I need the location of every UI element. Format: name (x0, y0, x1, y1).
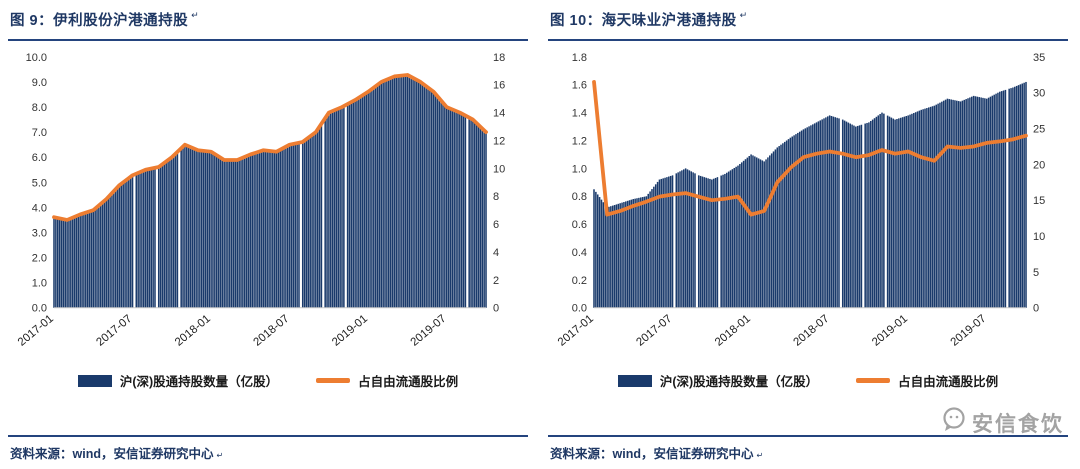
source-text: 资料来源：wind，安信证券研究中心 (10, 447, 214, 461)
svg-text:14: 14 (493, 108, 505, 120)
svg-text:2017-07: 2017-07 (634, 313, 674, 349)
speech-bubble-logo-icon (940, 406, 967, 439)
svg-text:2019-07: 2019-07 (409, 313, 449, 349)
svg-text:0.8: 0.8 (572, 191, 587, 203)
svg-text:3.0: 3.0 (32, 228, 47, 240)
svg-text:10.0: 10.0 (26, 52, 47, 64)
svg-text:1.4: 1.4 (572, 108, 587, 120)
svg-text:0.0: 0.0 (572, 303, 587, 315)
legend-item-ratio: 占自由流通股比例 (316, 371, 458, 390)
source-text: 资料来源：wind，安信证券研究中心 (550, 447, 754, 461)
svg-text:7.0: 7.0 (32, 127, 47, 139)
bar-series-swatch-icon (77, 374, 112, 387)
svg-text:2018-01: 2018-01 (713, 313, 753, 349)
svg-text:1.0: 1.0 (572, 163, 587, 175)
holdings-bar-line-chart-yili: 0.0 1.0 2.0 3.0 4.0 5.0 6.0 7.0 8.0 9.0 10.0 0 2 4 6 8 1… (16, 52, 505, 349)
svg-text:6: 6 (493, 219, 499, 231)
svg-text:2: 2 (493, 275, 499, 287)
figure-title: 图 10：海天味业沪港通持股 (550, 13, 737, 29)
svg-text:2018-07: 2018-07 (251, 313, 291, 349)
paragraph-mark-icon: ↵ (739, 10, 748, 20)
paragraph-mark-icon: ↵ (756, 451, 764, 460)
svg-text:2017-01: 2017-01 (556, 313, 596, 349)
svg-text:15: 15 (1033, 195, 1045, 207)
legend-item-ratio: 占自由流通股比例 (856, 371, 998, 390)
paragraph-mark-icon: ↵ (216, 451, 224, 460)
svg-text:10: 10 (1033, 231, 1045, 243)
figure-title: 图 9：伊利股份沪港通持股 (10, 13, 189, 29)
svg-text:35: 35 (1033, 52, 1045, 64)
legend-label-ratio: 占自由流通股比例 (358, 375, 459, 389)
svg-text:25: 25 (1033, 124, 1045, 136)
line-series-swatch-icon (316, 378, 351, 383)
svg-text:0: 0 (493, 303, 499, 315)
chart-legend: 沪(深)股通持股数量（亿股） 占自由流通股比例 (548, 371, 1068, 390)
svg-text:0.6: 0.6 (572, 219, 587, 231)
svg-text:1.2: 1.2 (572, 136, 587, 148)
svg-text:12: 12 (493, 136, 505, 148)
svg-text:10: 10 (493, 163, 505, 175)
svg-text:2019-07: 2019-07 (949, 313, 989, 349)
paragraph-mark-icon: ↵ (191, 10, 199, 20)
legend-label-holdings: 沪(深)股通持股数量（亿股） (659, 375, 819, 389)
svg-text:2019-01: 2019-01 (330, 313, 370, 349)
svg-text:0.4: 0.4 (572, 247, 587, 259)
svg-text:5.0: 5.0 (32, 177, 47, 189)
figure-header: 图 9：伊利股份沪港通持股 ↵ (8, 8, 528, 41)
svg-text:1.8: 1.8 (572, 52, 587, 64)
svg-text:4.0: 4.0 (32, 202, 47, 214)
figure-panel-yili: 图 9：伊利股份沪港通持股 ↵ 0.0 1.0 2.0 3.0 4.0 5.0 6.0 7.0… (8, 8, 528, 465)
legend-item-holdings: 沪(深)股通持股数量（亿股） (617, 371, 819, 390)
svg-text:2017-01: 2017-01 (16, 313, 56, 349)
svg-text:4: 4 (493, 247, 499, 259)
source-note: 资料来源：wind，安信证券研究中心 ↵ (548, 435, 1068, 465)
legend-label-holdings: 沪(深)股通持股数量（亿股） (119, 375, 279, 389)
watermark: 安信食饮 (940, 406, 1064, 439)
figure-header: 图 10：海天味业沪港通持股 ↵ (548, 8, 1068, 41)
svg-text:9.0: 9.0 (32, 77, 47, 89)
svg-text:0.2: 0.2 (572, 275, 587, 287)
source-note: 资料来源：wind，安信证券研究中心 ↵ (8, 435, 528, 465)
chart-legend: 沪(深)股通持股数量（亿股） 占自由流通股比例 (8, 371, 528, 390)
svg-text:16: 16 (493, 80, 505, 92)
svg-text:8.0: 8.0 (32, 102, 47, 114)
svg-text:18: 18 (493, 52, 505, 64)
bar-series-swatch-icon (617, 374, 652, 387)
svg-text:5: 5 (1033, 267, 1039, 279)
svg-text:1.6: 1.6 (572, 80, 587, 92)
svg-text:6.0: 6.0 (32, 152, 47, 164)
svg-text:0: 0 (1033, 303, 1039, 315)
watermark-text: 安信食饮 (972, 412, 1064, 436)
figure-panel-haitian: 图 10：海天味业沪港通持股 ↵ 0.0 0.2 0.4 0.6 0.8 1.0 1.2 1.… (540, 0, 1080, 469)
line-series-swatch-icon (856, 378, 891, 383)
svg-text:30: 30 (1033, 88, 1045, 100)
svg-text:8: 8 (493, 191, 499, 203)
legend-item-holdings: 沪(深)股通持股数量（亿股） (77, 371, 279, 390)
svg-text:2.0: 2.0 (32, 253, 47, 265)
svg-text:2018-01: 2018-01 (173, 313, 213, 349)
svg-text:1.0: 1.0 (32, 278, 47, 290)
svg-text:0.0: 0.0 (32, 303, 47, 315)
svg-text:20: 20 (1033, 159, 1045, 171)
legend-label-ratio: 占自由流通股比例 (898, 375, 999, 389)
svg-text:2018-07: 2018-07 (791, 313, 831, 349)
svg-text:2017-07: 2017-07 (94, 313, 134, 349)
svg-text:2019-01: 2019-01 (870, 313, 910, 349)
holdings-bar-line-chart-haitian: 0.0 0.2 0.4 0.6 0.8 1.0 1.2 1.4 1.6 1.8 0 5 10 15 20 25… (556, 52, 1045, 349)
